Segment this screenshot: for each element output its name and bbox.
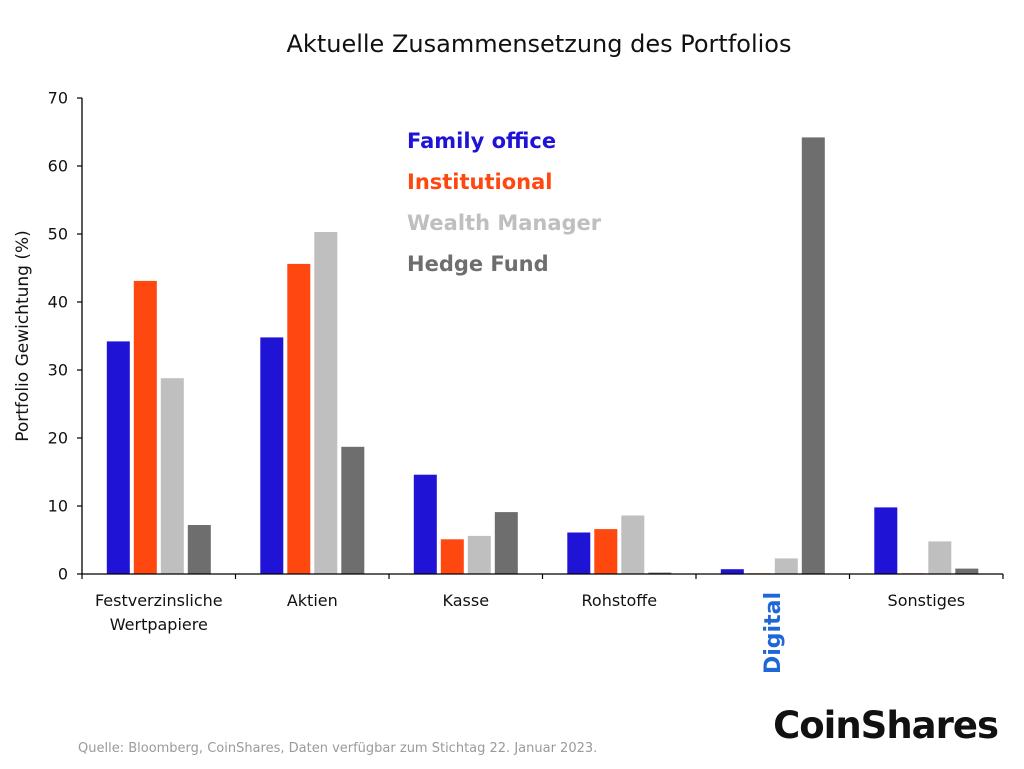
bar-family-office-1	[260, 337, 284, 574]
x-category-label: Aktien	[287, 591, 338, 610]
y-axis-label: Portfolio Gewichtung (%)	[13, 230, 33, 442]
bar-family-office-2	[413, 474, 437, 574]
legend-entry-institutional: Institutional	[407, 170, 552, 194]
bar-family-office-0	[106, 341, 130, 574]
bar-wealth-manager-4	[774, 558, 798, 574]
bar-family-office-3	[567, 532, 591, 574]
bar-hedge-fund-1	[341, 446, 365, 574]
x-category-label: Sonstiges	[888, 591, 965, 610]
y-tick-label: 60	[48, 157, 68, 176]
source-note: Quelle: Bloomberg, CoinShares, Daten ver…	[78, 741, 597, 756]
bar-wealth-manager-2	[467, 535, 491, 574]
x-category-label: Festverzinsliche	[95, 591, 223, 610]
y-tick-label: 20	[48, 429, 68, 448]
bar-hedge-fund-4	[801, 137, 825, 574]
bar-hedge-fund-2	[494, 512, 518, 574]
y-tick-label: 50	[48, 225, 68, 244]
y-tick-label: 10	[48, 497, 68, 516]
bar-hedge-fund-0	[187, 525, 211, 574]
bar-institutional-0	[133, 280, 157, 574]
x-category-label: Rohstoffe	[582, 591, 658, 610]
x-categories-group: Festverzinsliche Wertpapiere Aktien Kasse Ro…	[95, 591, 965, 674]
y-tick-label: 40	[48, 293, 68, 312]
x-category-label: Wertpapiere	[110, 615, 208, 634]
axes-group	[81, 98, 1004, 579]
chart-title: Aktuelle Zusammensetzung des Portfolios	[287, 30, 792, 58]
legend-entry-wealth-manager: Wealth Manager	[407, 211, 602, 235]
bar-wealth-manager-5	[928, 541, 952, 574]
bar-hedge-fund-5	[955, 568, 979, 574]
bar-wealth-manager-1	[314, 232, 338, 574]
x-category-label: Kasse	[443, 591, 490, 610]
bar-wealth-manager-3	[621, 515, 645, 574]
bars-group	[106, 137, 979, 575]
x-category-label-highlight: Digital	[761, 592, 786, 674]
bar-family-office-5	[874, 507, 898, 574]
legend-entry-hedge-fund: Hedge Fund	[407, 252, 549, 276]
bar-hedge-fund-3	[648, 572, 672, 574]
coinshares-logo: CoinShares	[773, 704, 998, 747]
bar-family-office-4	[720, 569, 744, 574]
legend-entry-family-office: Family office	[407, 129, 556, 153]
legend: Family office Institutional Wealth Manager…	[407, 129, 602, 276]
y-ticks-group: 0 10 20 30 40 50 60 70	[48, 89, 82, 584]
bar-institutional-3	[594, 529, 618, 574]
bar-institutional-2	[440, 539, 464, 574]
bar-wealth-manager-0	[160, 378, 184, 574]
y-tick-label: 30	[48, 361, 68, 380]
y-tick-label: 70	[48, 89, 68, 108]
bar-institutional-1	[287, 263, 311, 574]
y-tick-label: 0	[58, 565, 68, 584]
